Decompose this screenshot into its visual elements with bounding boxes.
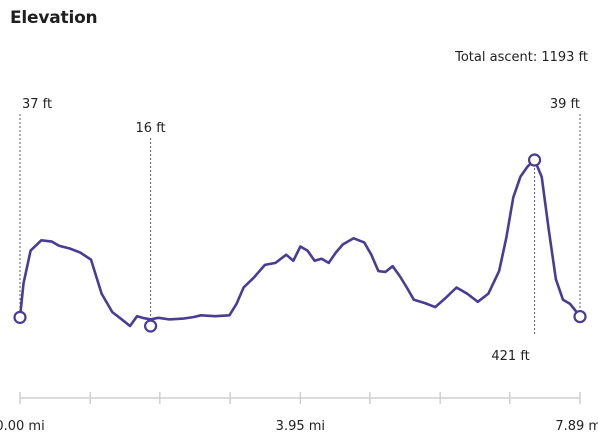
marker-label: 37 ft (22, 97, 52, 112)
elevation-marker (143, 319, 158, 333)
marker-label: 39 ft (550, 97, 580, 112)
x-tick-label: 7.89 mi (555, 419, 598, 434)
marker-label: 16 ft (136, 121, 166, 136)
chart-title: Elevation (10, 8, 98, 28)
elevation-line (18, 158, 582, 328)
x-tick-label: 0.00 mi (0, 419, 45, 434)
total-ascent-label: Total ascent: 1193 ft (455, 50, 588, 65)
elevation-marker (13, 310, 27, 324)
marker-label: 421 ft (491, 349, 529, 364)
elevation-marker (573, 309, 587, 324)
x-tick-label: 3.95 mi (276, 419, 325, 434)
elevation-marker (527, 153, 542, 167)
